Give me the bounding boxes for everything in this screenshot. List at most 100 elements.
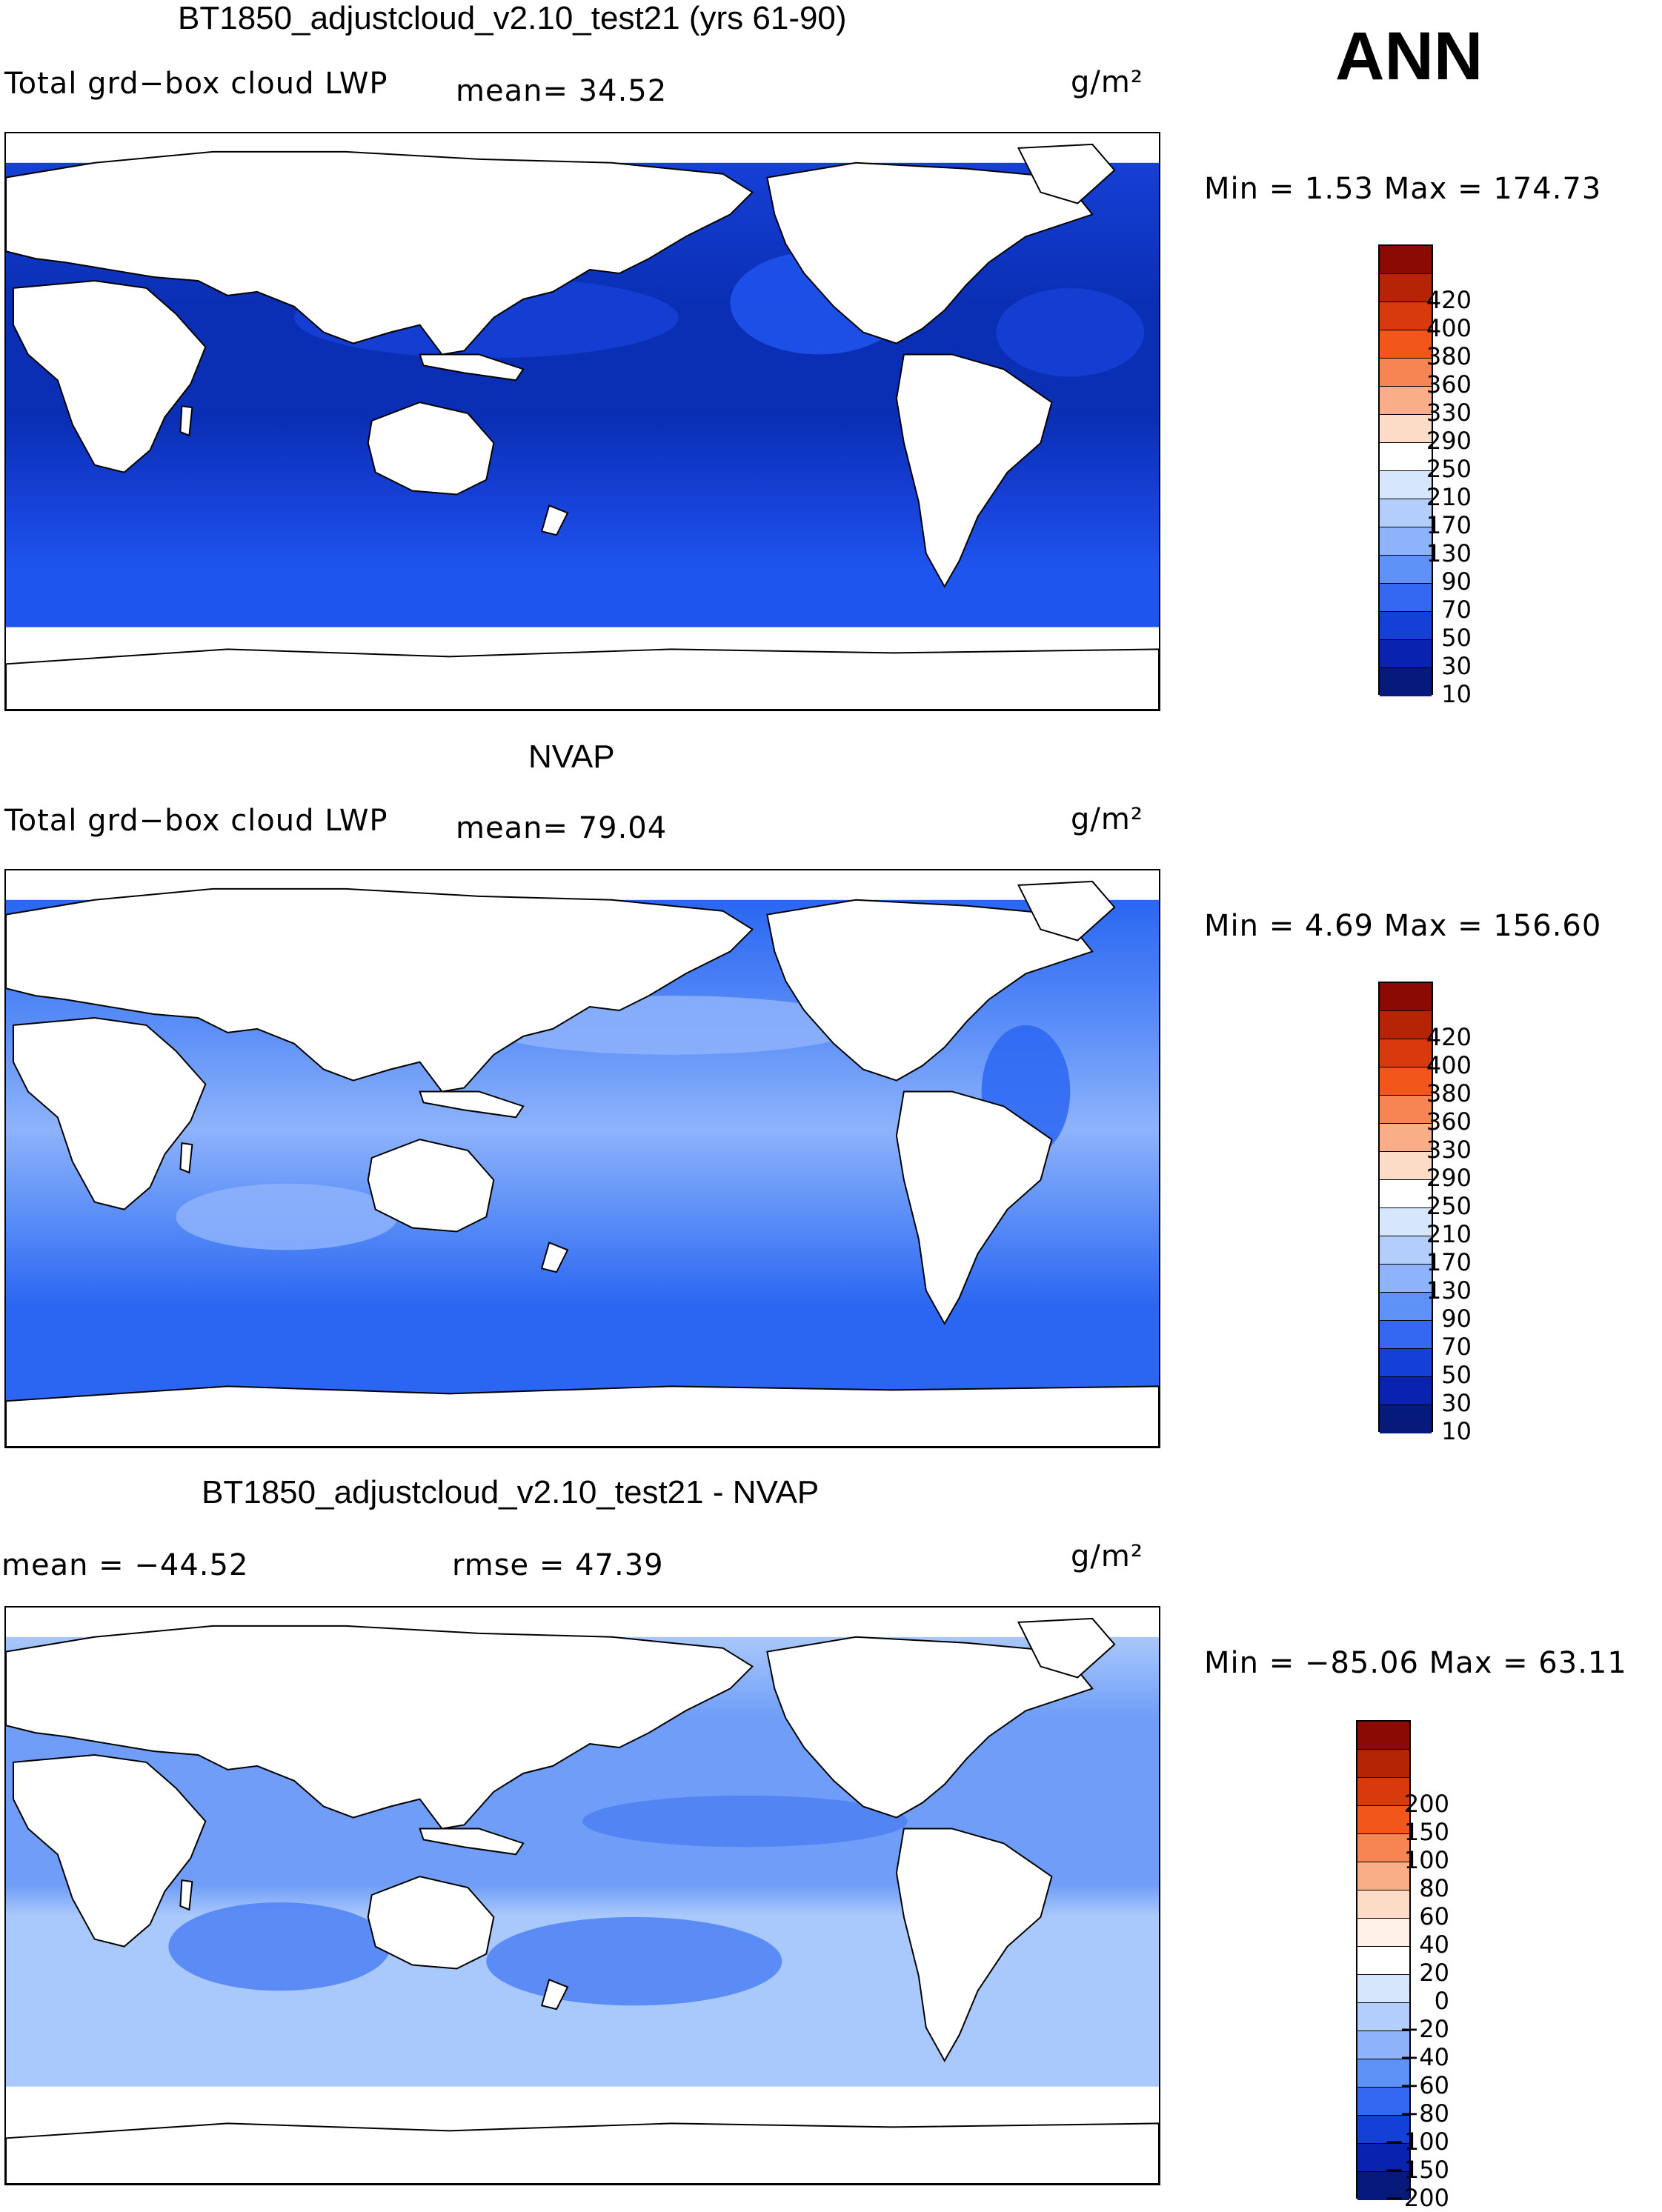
colorbar-swatch [1357,2031,1409,2059]
madagascar-outline [179,1879,193,1911]
colorbar-tick-label: 10 [1441,680,1472,708]
colorbar-tick-label: 250 [1426,455,1472,483]
antarctica-outline [6,648,1159,710]
colorbar-swatch [1357,1722,1409,1750]
colorbar-tick-label: 380 [1426,342,1472,370]
ocean-contour [582,1795,908,1848]
colorbar-swatch [1380,359,1432,387]
australia-outline [367,1876,495,1970]
south-america-outline [895,353,1053,588]
new-zealand-outline [540,1979,569,2011]
colorbar [1378,244,1433,696]
antarctica-outline [6,1385,1159,1447]
indonesia-outline [419,353,525,382]
ocean-contour [486,1916,782,2006]
variable-label: Total grd−box cloud LWP [4,804,388,838]
colorbar-swatch [1357,2059,1409,2088]
colorbar-tick-label: 0 [1434,1987,1449,2015]
colorbar-swatch [1380,1011,1432,1039]
africa-outline [12,1753,207,1948]
colorbar-swatch [1380,274,1432,302]
min-max-label: Min = 4.69 Max = 156.60 [1204,909,1602,943]
eurasia-outline [6,887,754,1093]
colorbar-tick-label: 130 [1426,1276,1472,1305]
antarctica-outline [6,2122,1159,2184]
colorbar-tick-label: 70 [1441,1333,1472,1361]
colorbar-tick-label: 400 [1426,1051,1472,1079]
colorbar-tick-label: −150 [1384,2156,1449,2184]
rmse-value: rmse = 47.39 [452,1548,664,1582]
colorbar-tick-label: −200 [1384,2184,1449,2212]
colorbar-tick-label: 380 [1426,1079,1472,1107]
map-panel [4,1606,1160,2185]
map-panel [4,869,1160,1448]
season-label: ANN [1335,19,1483,94]
australia-outline [367,402,495,496]
colorbar-swatch [1357,2116,1409,2144]
colorbar-swatch [1357,1834,1409,1862]
colorbar-swatch [1357,1806,1409,1834]
colorbar-tick-label: 70 [1441,596,1472,624]
world-map [6,880,1159,1447]
world-map [6,143,1159,710]
colorbar-swatch [1380,246,1432,274]
colorbar-tick-label: 210 [1426,483,1472,511]
units-label: g/m² [1071,65,1143,99]
mean-value: mean = −44.52 [1,1548,249,1582]
colorbar-swatch [1380,1208,1432,1236]
colorbar-tick-label: 50 [1441,624,1472,652]
colorbar-tick-label: 100 [1403,1846,1449,1874]
south-america-outline [895,1090,1053,1325]
indonesia-outline [419,1090,525,1119]
south-america-outline [895,1828,1053,2062]
north-america-outline [766,899,1094,1082]
colorbar-tick-label: 50 [1441,1361,1472,1389]
colorbar-tick-label: 30 [1441,1389,1472,1417]
min-max-label: Min = 1.53 Max = 174.73 [1204,172,1602,206]
colorbar-swatch [1380,612,1432,640]
colorbar-swatch [1380,668,1432,696]
colorbar-tick-label: 10 [1441,1417,1472,1445]
colorbar-tick-label: 290 [1426,427,1472,455]
colorbar-swatch [1380,471,1432,499]
colorbar-swatch [1380,415,1432,443]
colorbar-tick-label: 250 [1426,1192,1472,1220]
colorbar-swatch [1380,1124,1432,1152]
world-map [6,1617,1159,2184]
ocean-contour [176,1183,398,1250]
colorbar-tick-label: −60 [1399,2071,1449,2099]
ocean-contour [168,1902,390,1991]
colorbar-swatch [1380,1265,1432,1293]
colorbar-swatch [1380,1236,1432,1265]
colorbar-swatch [1380,584,1432,612]
colorbar-tick-label: 330 [1426,1136,1472,1164]
colorbar-tick-label: 360 [1426,1107,1472,1136]
greenland-outline [1017,880,1116,942]
variable-label: Total grd−box cloud LWP [4,67,388,101]
units-label: g/m² [1071,802,1143,836]
greenland-outline [1017,143,1116,204]
colorbar-tick-label: −100 [1384,2128,1449,2156]
colorbar-swatch [1357,1919,1409,1947]
colorbar-tick-label: 30 [1441,652,1472,680]
colorbar-swatch [1380,1321,1432,1349]
colorbar-swatch [1380,1377,1432,1405]
colorbar-swatch [1380,527,1432,556]
colorbar-swatch [1380,983,1432,1011]
new-zealand-outline [540,504,569,536]
colorbar [1378,982,1433,1433]
africa-outline [12,279,207,473]
indonesia-outline [419,1828,525,1856]
colorbar-tick-label: 170 [1426,1248,1472,1276]
map-panel [4,132,1160,711]
panel-title: NVAP [528,739,615,775]
colorbar-swatch [1380,1349,1432,1377]
colorbar-tick-label: 20 [1419,1959,1449,1987]
colorbar-swatch [1380,443,1432,471]
colorbar-tick-label: −80 [1399,2099,1449,2128]
colorbar-swatch [1380,1152,1432,1180]
colorbar-tick-label: 40 [1419,1930,1449,1959]
colorbar-tick-label: 130 [1426,539,1472,567]
greenland-outline [1017,1617,1116,1679]
north-america-outline [766,1636,1094,1819]
